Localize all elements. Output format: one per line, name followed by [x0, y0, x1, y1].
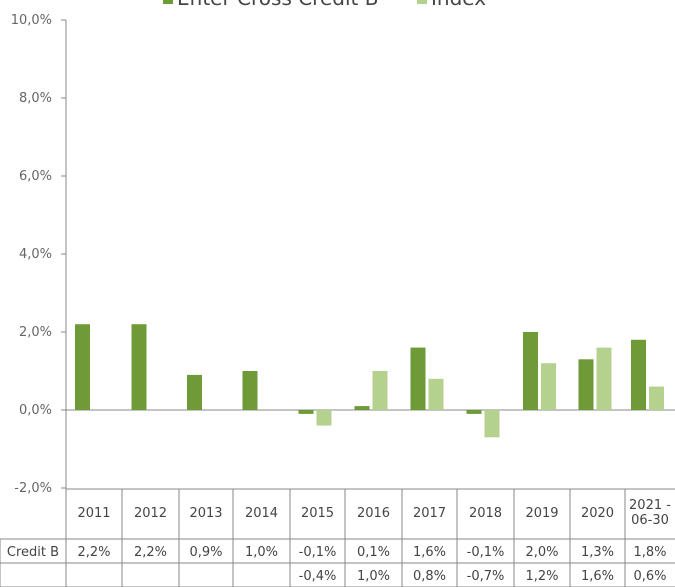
table-value: -0,1% [299, 545, 337, 560]
table-value: 1,0% [357, 569, 390, 584]
bar-credit-b-2018 [466, 410, 482, 414]
category-label: 2016 [357, 506, 390, 521]
y-tick-label: 4,0% [19, 247, 52, 262]
category-label: 2017 [413, 506, 446, 521]
category-label: 2011 [77, 506, 110, 521]
bar-credit-b-2020 [578, 359, 594, 410]
chart-legend: Enter Cross Credit B Index [163, 0, 486, 10]
category-label: 2012 [134, 506, 167, 521]
bar-index-2017 [428, 378, 444, 410]
table-value: -0,1% [467, 545, 505, 560]
bar-credit-b-2013 [187, 374, 202, 410]
bar-credit-b-2016 [354, 406, 370, 410]
table-value: 2,2% [134, 545, 167, 560]
legend-label-1: Enter Cross Credit B [177, 0, 378, 10]
bar-credit-b-2015 [298, 410, 314, 414]
table-value: 0,8% [413, 569, 446, 584]
y-tick-label: 8,0% [19, 91, 52, 106]
table-value: -0,7% [467, 569, 505, 584]
bar-index-2016 [372, 371, 388, 410]
category-label: 2020 [581, 506, 614, 521]
table-value: 1,8% [633, 545, 666, 560]
bar-index-2020 [596, 347, 612, 410]
legend-label-2: Index [431, 0, 486, 10]
category-label: 2015 [301, 506, 334, 521]
bar-credit-b-2014 [242, 371, 258, 410]
category-label: 2018 [469, 506, 502, 521]
legend-swatch-1 [163, 0, 173, 4]
legend-swatch-2 [417, 0, 427, 4]
data-table: 2011 2012 2013 2014 2015 2016 2017 2018 2019 2020… [0, 488, 675, 587]
table-value: 2,0% [525, 545, 558, 560]
bar-index-2018 [484, 410, 500, 438]
table-value: 1,6% [413, 545, 446, 560]
y-tick-label: 10,0% [11, 13, 52, 28]
y-tick-label: -2,0% [14, 481, 52, 496]
bar-credit-b-2017 [410, 347, 426, 410]
table-value: 0,1% [357, 545, 390, 560]
category-label: 2013 [189, 506, 222, 521]
table-value: 1,3% [581, 545, 614, 560]
table-value: 1,6% [581, 569, 614, 584]
table-series-label: Credit B [7, 545, 59, 560]
table-value: 2,2% [77, 545, 110, 560]
table-value: 1,0% [245, 545, 278, 560]
y-tick-label: 6,0% [19, 169, 52, 184]
category-label: 2019 [525, 506, 558, 521]
bar-credit-b-2019 [523, 332, 538, 410]
table-value: 0,6% [633, 569, 666, 584]
bar-credit-b-2021-06-30 [631, 339, 646, 410]
bar-index-2015 [316, 410, 332, 426]
category-label: 2014 [245, 506, 278, 521]
table-value: -0,4% [299, 569, 337, 584]
bar-series-group [75, 324, 664, 438]
bar-index-2019 [541, 363, 556, 410]
table-value: 0,9% [189, 545, 222, 560]
y-tick-label: 0,0% [19, 403, 52, 418]
y-tick-label: 2,0% [19, 325, 52, 340]
table-value: 1,2% [525, 569, 558, 584]
y-axis: -2,0% 0,0% 2,0% 4,0% 6,0% 8,0% 10,0% [11, 13, 675, 496]
bar-credit-b-2012 [131, 324, 147, 410]
category-label: 2021 -06-30 [629, 498, 671, 528]
bar-index-2021-06-30 [649, 386, 664, 410]
bar-credit-b-2011 [75, 324, 90, 410]
